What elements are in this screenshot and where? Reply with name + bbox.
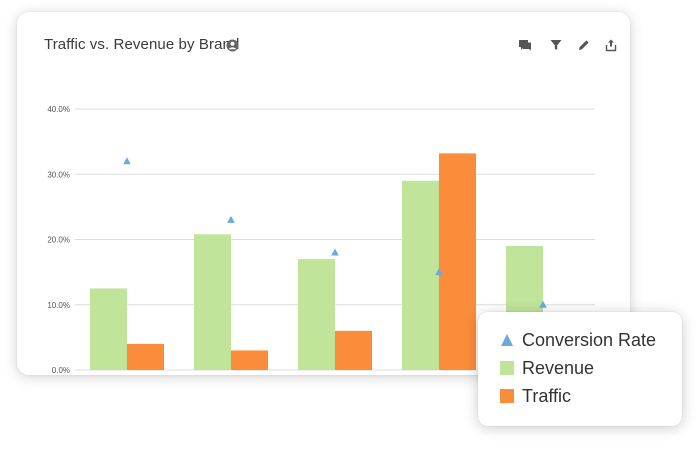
traffic-bar: [231, 350, 268, 370]
filter-icon[interactable]: [549, 38, 563, 52]
y-tick-label: 40.0%: [47, 105, 70, 114]
comments-icon[interactable]: [518, 38, 532, 52]
person-info-icon[interactable]: [226, 39, 239, 52]
revenue-bar: [194, 234, 231, 370]
triangle-marker-icon: [501, 334, 513, 346]
traffic-bar: [335, 330, 372, 370]
conversion-rate-marker: [227, 215, 235, 223]
conversion-rate-marker: [539, 300, 547, 308]
revenue-bar: [402, 180, 439, 370]
chart-toolbar: [17, 38, 630, 52]
chart-title: Traffic vs. Revenue by Brand: [44, 36, 240, 53]
traffic-bar: [439, 153, 476, 370]
traffic-bar: [127, 343, 164, 370]
conversion-rate-marker: [331, 248, 339, 256]
chart-legend: Conversion Rate Revenue Traffic: [478, 312, 682, 426]
revenue-bar: [90, 288, 127, 370]
legend-label: Traffic: [522, 386, 572, 406]
revenue-swatch: [500, 361, 514, 375]
legend-label: Conversion Rate: [522, 330, 657, 350]
traffic-swatch: [500, 389, 514, 403]
edit-icon[interactable]: [577, 38, 591, 52]
conversion-rate-marker: [435, 268, 443, 276]
legend-label: Revenue: [522, 358, 595, 378]
y-tick-label: 10.0%: [47, 301, 70, 310]
y-tick-label: 0.0%: [52, 366, 70, 375]
y-tick-label: 20.0%: [47, 236, 70, 245]
share-icon[interactable]: [604, 38, 618, 52]
conversion-rate-marker: [123, 157, 131, 165]
revenue-bar: [298, 259, 335, 370]
y-tick-label: 30.0%: [47, 170, 70, 179]
